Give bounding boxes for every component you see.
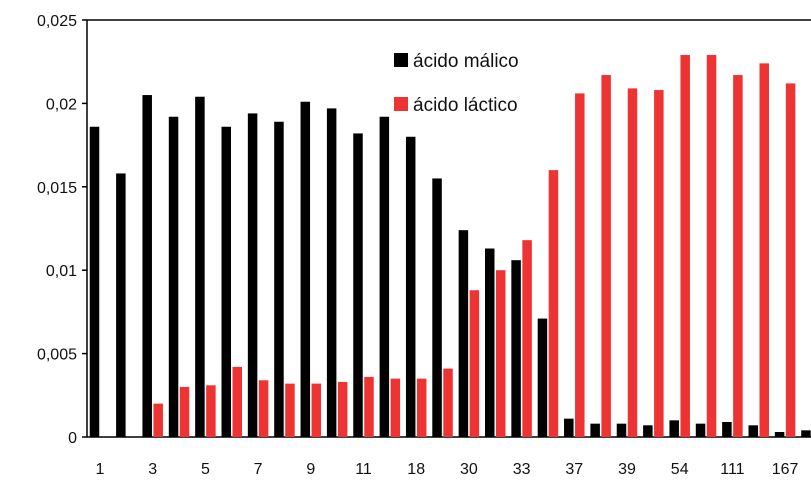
bar-malic	[168, 116, 179, 437]
bar-malic	[669, 420, 679, 437]
bar-lactic	[469, 290, 480, 437]
y-tick-label: 0,01	[46, 263, 77, 280]
bar-malic	[643, 425, 653, 437]
bar-malic	[616, 423, 627, 437]
bar-malic	[195, 96, 205, 437]
bar-lactic	[706, 55, 717, 437]
bar-malic	[405, 136, 416, 437]
legend: ácido málico ácido láctico	[394, 51, 519, 116]
bar-malic	[774, 431, 785, 437]
x-tick-label: 30	[460, 461, 478, 478]
bars	[89, 55, 811, 438]
bar-lactic	[311, 383, 322, 437]
x-tick-label: 54	[671, 461, 689, 478]
x-tick-label: 111	[720, 461, 744, 478]
bar-malic	[801, 430, 811, 437]
x-tick-label: 1	[96, 461, 105, 478]
bar-malic	[89, 126, 100, 437]
bar-lactic	[759, 63, 769, 437]
x-tick-label: 167	[772, 461, 799, 478]
bar-malic	[511, 260, 521, 437]
legend-label-lactic: ácido láctico	[413, 95, 518, 116]
x-tick-label: 7	[254, 461, 263, 478]
bar-lactic	[496, 270, 506, 437]
bar-malic	[485, 248, 495, 437]
bar-malic	[458, 230, 469, 437]
legend-label-malic: ácido málico	[413, 51, 519, 72]
x-tick-label: 5	[201, 461, 210, 478]
bar-lactic	[654, 90, 664, 437]
bar-lactic	[258, 380, 269, 437]
legend-swatch-lactic	[394, 97, 408, 111]
bar-malic	[221, 126, 231, 437]
bar-lactic	[548, 170, 559, 437]
bar-malic	[564, 418, 574, 437]
bar-lactic	[337, 381, 348, 437]
bar-malic	[353, 133, 363, 437]
y-tick-label: 0,025	[37, 13, 77, 30]
bar-lactic	[443, 368, 453, 437]
x-tick-label: 3	[148, 461, 157, 478]
x-axis: 1 3 5 7 9 11 18 30 33 37 39 54 111 167	[87, 19, 811, 478]
bar-lactic	[733, 75, 743, 437]
x-tick-label: 18	[407, 461, 425, 478]
bar-malic	[326, 108, 337, 438]
bar-malic	[722, 421, 732, 437]
x-tick-label: 39	[618, 461, 636, 478]
bar-lactic	[179, 386, 190, 437]
bar-malic	[432, 178, 442, 437]
bar-lactic	[206, 385, 216, 437]
y-tick-label: 0,015	[37, 180, 77, 197]
bar-lactic	[627, 88, 638, 437]
bar-lactic	[153, 403, 163, 437]
bar-lactic	[285, 383, 295, 437]
bar-malic	[590, 423, 600, 437]
bar-lactic	[785, 83, 796, 437]
y-axis: 0 0,005 0,01 0,015 0,02 0,025	[37, 13, 88, 447]
bar-malic	[142, 95, 152, 437]
bar-malic	[247, 113, 258, 438]
bar-lactic	[522, 240, 532, 437]
bar-lactic	[575, 93, 585, 437]
bar-lactic	[390, 378, 401, 437]
x-tick-label: 9	[306, 461, 315, 478]
bar-malic	[695, 423, 706, 437]
bar-malic	[379, 116, 390, 437]
y-tick-label: 0	[68, 430, 77, 447]
y-tick-label: 0,02	[46, 96, 77, 113]
x-tick-label: 37	[565, 461, 583, 478]
bar-lactic	[601, 75, 611, 437]
bar-malic	[116, 173, 126, 437]
x-tick-label: 11	[355, 461, 372, 478]
bar-lactic	[416, 378, 427, 437]
bar-malic	[274, 121, 284, 438]
bar-lactic	[680, 55, 690, 437]
legend-swatch-malic	[394, 53, 408, 67]
y-tick-label: 0,005	[37, 347, 77, 364]
bar-lactic	[232, 366, 242, 437]
bar-malic	[748, 425, 758, 437]
bar-malic	[300, 101, 311, 438]
bar-lactic	[364, 376, 374, 437]
x-tick-label: 33	[513, 461, 531, 478]
bar-malic	[537, 318, 548, 437]
